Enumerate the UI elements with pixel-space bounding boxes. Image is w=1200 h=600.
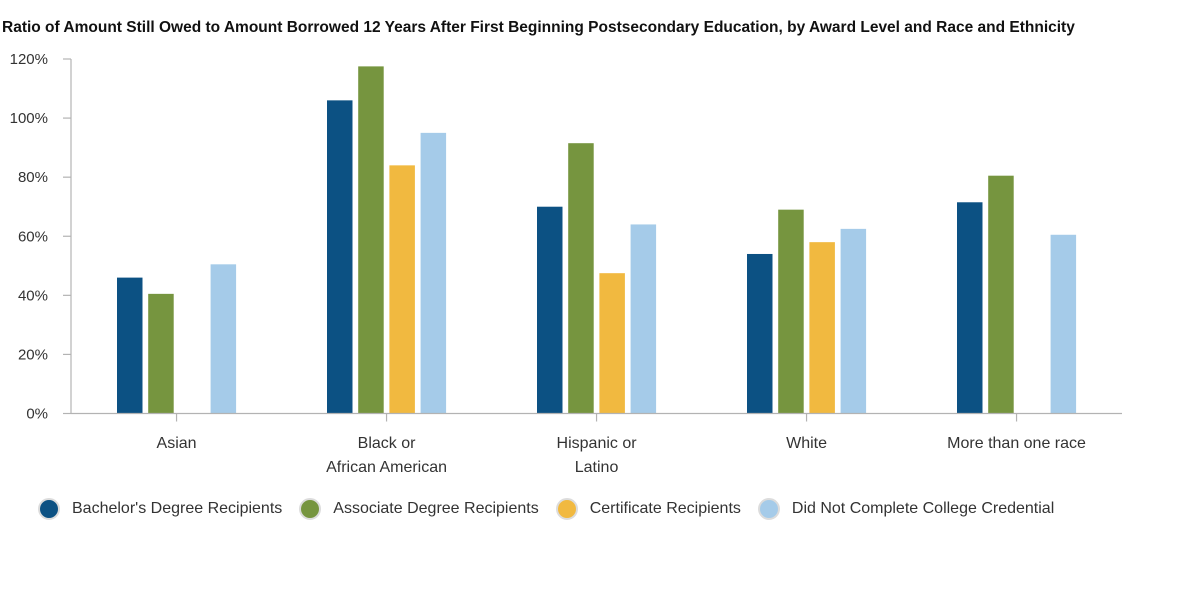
y-tick-label: 0% <box>26 406 48 423</box>
bar <box>210 264 237 414</box>
legend-swatch <box>555 498 578 520</box>
bar <box>599 273 625 414</box>
bar <box>358 66 384 414</box>
bar <box>957 202 983 414</box>
chart-title: Ratio of Amount Still Owed to Amount Bor… <box>2 19 1075 36</box>
x-tick-label: Latino <box>575 459 619 476</box>
bar <box>778 209 804 414</box>
bar <box>1050 234 1077 414</box>
x-tick-label: Asian <box>157 435 197 452</box>
legend-item: Associate Degree Recipients <box>299 498 539 520</box>
y-tick-label: 80% <box>18 169 48 186</box>
y-tick-label: 20% <box>18 346 48 363</box>
legend-item: Bachelor's Degree Recipients <box>38 498 282 520</box>
bar <box>747 253 773 414</box>
y-tick-label: 120% <box>10 51 48 68</box>
legend-swatch <box>757 498 780 520</box>
bar <box>840 228 867 414</box>
bar <box>389 165 415 414</box>
x-tick-label: Black or <box>358 435 416 452</box>
bar <box>537 206 563 414</box>
bar <box>327 100 353 414</box>
chart-legend: Bachelor's Degree Recipients Associate De… <box>38 498 1074 520</box>
bar <box>420 132 447 414</box>
bar <box>148 293 174 414</box>
legend-label: Did Not Complete College Credential <box>791 500 1055 517</box>
legend-item: Certificate Recipients <box>555 498 741 520</box>
y-tick-label: 40% <box>18 287 48 304</box>
bar <box>117 277 143 414</box>
x-tick-label: Hispanic or <box>557 435 638 452</box>
y-tick-label: 100% <box>10 110 48 127</box>
bar <box>568 143 594 414</box>
x-tick-label: White <box>786 435 827 452</box>
y-tick-label: 60% <box>18 228 48 245</box>
legend-swatch <box>38 498 60 520</box>
bar <box>630 224 657 414</box>
x-tick-label: African American <box>326 459 447 476</box>
x-tick-label: More than one race <box>947 435 1086 452</box>
legend-label: Associate Degree Recipients <box>333 500 539 517</box>
bar <box>809 242 835 414</box>
legend-label: Bachelor's Degree Recipients <box>72 500 283 517</box>
legend-swatch <box>299 498 322 520</box>
legend-label: Certificate Recipients <box>589 500 741 517</box>
legend-item: Did Not Complete College Credential <box>757 498 1055 520</box>
bar <box>988 175 1014 414</box>
